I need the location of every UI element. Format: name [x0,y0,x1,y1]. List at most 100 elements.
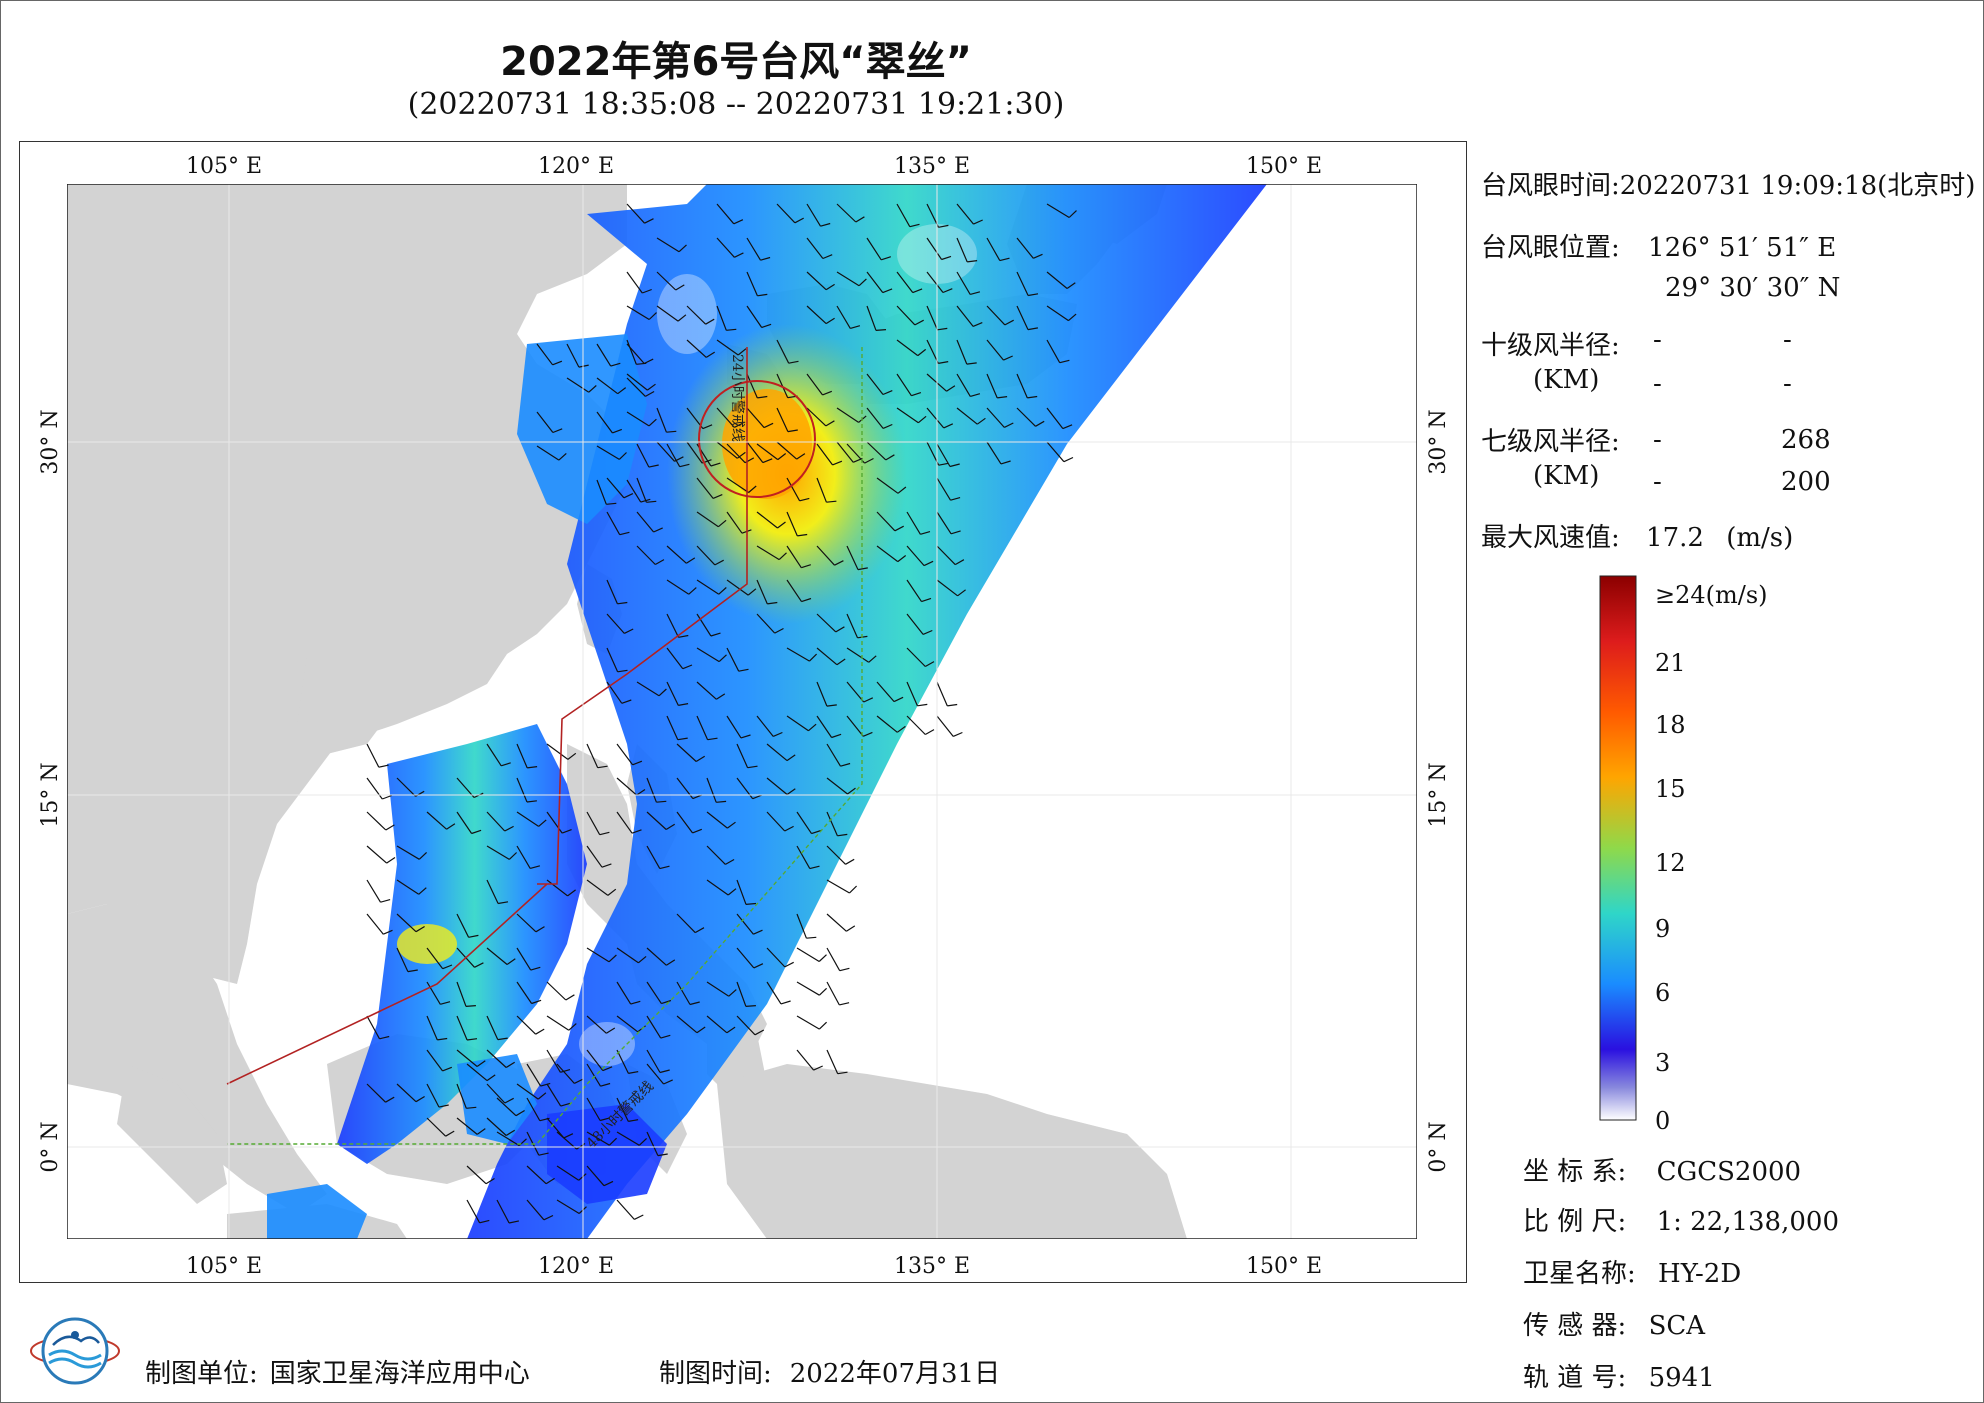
wind-barb-flag [796,453,806,460]
wind-barb [786,477,801,502]
wind-barb [1046,271,1068,289]
wind-barb-flag [921,597,932,603]
wind-barb [796,1015,820,1030]
wind-barb [846,715,864,737]
wind-barb-flag [737,348,747,356]
wind-barb [586,1165,605,1187]
wind-barb-flag [505,1129,516,1137]
wind-barb-flag [1033,253,1043,259]
wind-barb-flag [837,833,848,837]
wind-barb [826,845,846,865]
wind-barb [736,947,755,969]
wind-barb [586,879,609,896]
wind-barb-flag [1027,327,1039,331]
wind-barb [936,579,958,597]
wind-barb-flag [617,387,627,395]
wind-field-map[interactable]: 24小时警戒线 48小时警戒线 [67,184,1417,1239]
wind-barb [1016,271,1029,296]
wind-barb [926,305,938,331]
wind-barb [826,947,841,971]
wind-barb-flag [850,325,861,329]
wind-barb-flag [1027,395,1038,399]
wind-barb-flag [947,703,958,707]
wind-barb [786,647,810,662]
wind-barb-flag [526,800,537,803]
wind-barb-flag [896,725,906,733]
wind-barb-flag [653,527,663,533]
wind-barb-flag [386,857,396,864]
wind-barb-flag [506,958,516,965]
wind-barb [526,1063,542,1087]
wind-barb [876,477,899,494]
wind-barb-flag [656,800,667,803]
wind-barb [456,1049,478,1067]
wind-barb [846,613,859,639]
wind-barb-flag [601,863,612,868]
sensor-row: 传 感 器: SCA [1523,1305,1705,1342]
r10-km-label: (KM) [1533,365,1600,395]
lat-tick-left-1: 30° N [38,409,63,474]
wind-barb [836,407,859,423]
wind-barb [546,1049,561,1073]
lon-tick-bottom-3: 135° E [894,1254,970,1279]
wind-barb [816,681,828,707]
wind-barb-flag [695,755,706,763]
orbit-row: 轨 道 号: 5941 [1523,1357,1715,1394]
wind-barb [746,237,762,261]
wind-barb [426,947,444,970]
wind-barb-flag [682,664,693,670]
wind-barb [726,443,746,464]
wind-barb [516,777,528,803]
wind-barb [696,545,716,566]
wind-barb-flag [606,1027,616,1034]
wind-barb [596,411,613,434]
wind-barb-flag [383,929,393,935]
wind-barb-flag [849,885,858,894]
wind-barb-flag [855,216,865,223]
wind-barb [956,305,974,327]
wind-barb [816,613,837,633]
wind-barb-flag [694,927,705,934]
wind-barb-flag [914,319,924,326]
wind-barb [896,339,919,357]
wind-barb-flag [882,390,893,396]
wind-barb [706,1015,728,1034]
wind-barb-flag [727,888,737,896]
wind-barb [846,647,870,663]
wind-barb [546,1117,565,1139]
wind-barb [986,339,1004,361]
wind-barb-flag [734,252,744,258]
wind-barb [1016,305,1029,330]
wind-barb-flag [863,697,874,703]
wind-barb [646,1131,659,1156]
wind-barb [656,305,679,322]
maker-value: 国家卫星海洋应用中心 [269,1359,530,1389]
wind-barb [866,237,882,261]
wind-barb-flag [686,557,696,564]
wind-barb-flag [941,255,952,261]
wind-barb [716,305,727,331]
wind-barb-flag [606,502,617,505]
wind-barb [366,811,387,831]
wind-barb-flag [917,348,927,357]
wind-barb [516,947,532,971]
sat-label: 卫星名称: [1523,1259,1636,1289]
wind-barb-flag [631,829,642,834]
wind-barb [396,845,420,860]
wind-barb [456,777,475,798]
wind-barb-flag [658,688,667,697]
wind-barb-flag [920,531,931,535]
r7-label: 七级风半径: [1481,427,1620,457]
wind-barb-flag [839,967,850,972]
wind-barb [956,339,968,365]
wind-barb [866,271,884,293]
wind-barb-flag [552,360,563,366]
wind-barb [726,579,749,596]
r10-value-1: - [1653,325,1662,355]
wind-barb-flag [675,284,685,291]
wind-barb-flag [788,360,799,364]
wind-barb-flag [832,460,843,466]
wind-barb [646,981,662,1004]
r7-value-3: - [1653,467,1662,497]
wind-barb [616,743,634,766]
